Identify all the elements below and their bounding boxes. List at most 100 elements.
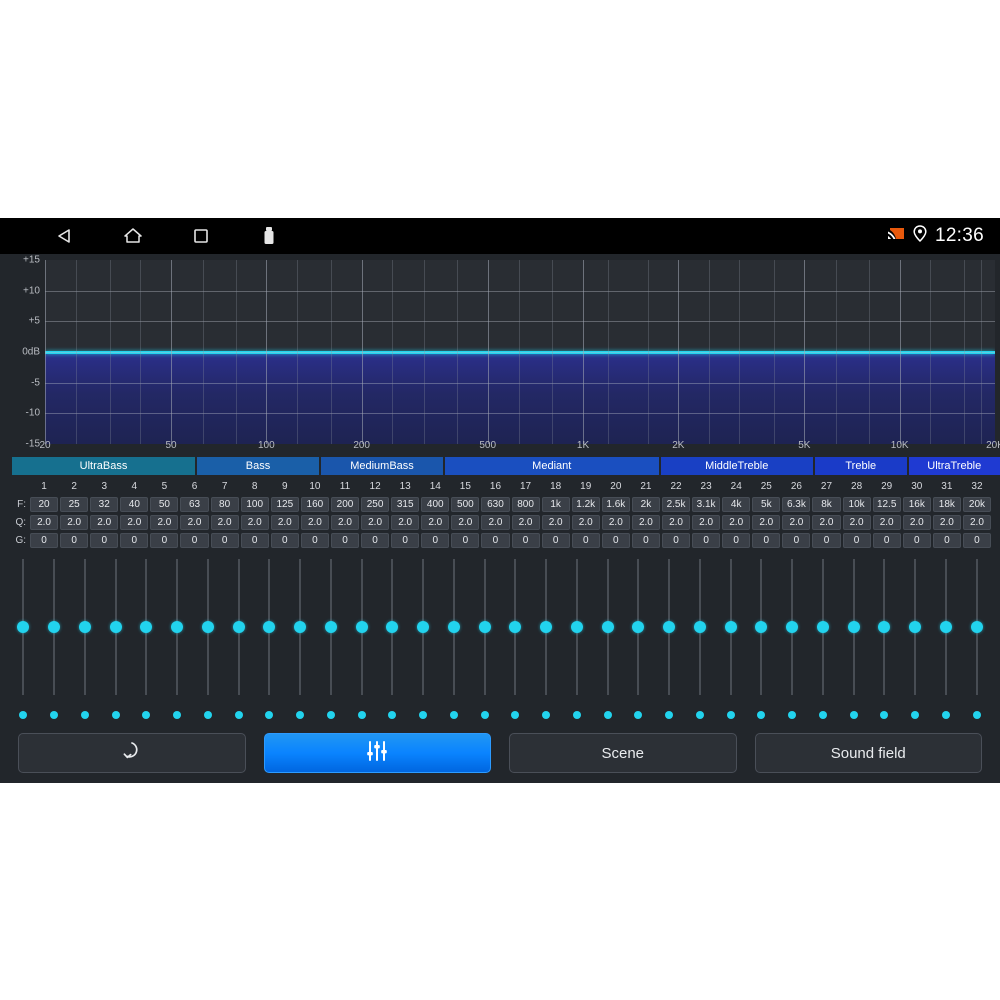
eq-slider[interactable] bbox=[377, 555, 408, 705]
frequency-cell[interactable]: 200 bbox=[330, 497, 360, 512]
gain-cell[interactable]: 0 bbox=[932, 533, 961, 548]
q-factor-cell[interactable]: 2.0 bbox=[541, 515, 570, 530]
q-factor-cell[interactable]: 2.0 bbox=[842, 515, 871, 530]
band-toggle[interactable] bbox=[654, 711, 685, 719]
frequency-cell[interactable]: 2.5k bbox=[661, 497, 691, 512]
gain-cell[interactable]: 0 bbox=[631, 533, 660, 548]
slider-thumb[interactable] bbox=[816, 621, 829, 633]
frequency-cell[interactable]: 5k bbox=[752, 497, 781, 512]
eq-slider[interactable] bbox=[900, 555, 931, 705]
band-toggle-dot[interactable] bbox=[603, 711, 612, 719]
slider-thumb[interactable] bbox=[878, 621, 891, 633]
band-header-mediant[interactable]: Mediant bbox=[445, 457, 659, 475]
slider-thumb[interactable] bbox=[663, 621, 676, 633]
eq-slider[interactable] bbox=[254, 555, 285, 705]
band-toggle-dot[interactable] bbox=[50, 711, 59, 719]
gain-cell[interactable]: 0 bbox=[782, 533, 811, 548]
gain-cell[interactable]: 0 bbox=[812, 533, 841, 548]
q-factor-cell[interactable]: 2.0 bbox=[902, 515, 931, 530]
eq-slider[interactable] bbox=[961, 555, 992, 705]
band-toggle-dot[interactable] bbox=[203, 711, 212, 719]
band-toggle-dot[interactable] bbox=[419, 711, 428, 719]
slider-thumb[interactable] bbox=[478, 621, 491, 633]
eq-slider[interactable] bbox=[162, 555, 193, 705]
gain-cell[interactable]: 0 bbox=[902, 533, 931, 548]
frequency-cell[interactable]: 16k bbox=[902, 497, 931, 512]
band-toggle[interactable] bbox=[715, 711, 746, 719]
band-toggle-dot[interactable] bbox=[788, 711, 797, 719]
eq-slider[interactable] bbox=[869, 555, 900, 705]
band-toggle-dot[interactable] bbox=[326, 711, 335, 719]
slider-thumb[interactable] bbox=[355, 621, 368, 633]
q-factor-cell[interactable]: 2.0 bbox=[692, 515, 721, 530]
band-toggle-dot[interactable] bbox=[388, 711, 397, 719]
band-toggle[interactable] bbox=[838, 711, 869, 719]
eq-slider-bank[interactable] bbox=[8, 555, 992, 705]
frequency-cell[interactable]: 32 bbox=[90, 497, 119, 512]
slider-thumb[interactable] bbox=[601, 621, 614, 633]
band-toggle-dot[interactable] bbox=[265, 711, 274, 719]
band-toggle-dot[interactable] bbox=[449, 711, 458, 719]
eq-slider[interactable] bbox=[316, 555, 347, 705]
band-toggle[interactable] bbox=[39, 711, 70, 719]
band-toggle-dot[interactable] bbox=[480, 711, 489, 719]
band-toggle[interactable] bbox=[869, 711, 900, 719]
q-factor-cell[interactable]: 2.0 bbox=[631, 515, 660, 530]
band-toggle[interactable] bbox=[70, 711, 101, 719]
q-factor-cell[interactable]: 2.0 bbox=[872, 515, 901, 530]
band-toggle[interactable] bbox=[592, 711, 623, 719]
gain-cell[interactable]: 0 bbox=[601, 533, 630, 548]
gain-cell[interactable]: 0 bbox=[842, 533, 871, 548]
frequency-cell[interactable]: 100 bbox=[240, 497, 269, 512]
q-factor-cell[interactable]: 2.0 bbox=[932, 515, 961, 530]
band-toggle[interactable] bbox=[193, 711, 224, 719]
frequency-cell[interactable]: 80 bbox=[210, 497, 239, 512]
frequency-cell[interactable]: 20 bbox=[30, 497, 59, 512]
frequency-cell[interactable]: 20k bbox=[962, 497, 991, 512]
frequency-cell[interactable]: 6.3k bbox=[782, 497, 811, 512]
sound-field-button[interactable]: Sound field bbox=[754, 733, 982, 773]
gain-cell[interactable]: 0 bbox=[30, 533, 59, 548]
band-toggle-dot[interactable] bbox=[695, 711, 704, 719]
band-toggle-dot[interactable] bbox=[234, 711, 243, 719]
gain-cell[interactable]: 0 bbox=[692, 533, 721, 548]
band-toggle-dot[interactable] bbox=[880, 711, 889, 719]
frequency-cell[interactable]: 50 bbox=[150, 497, 179, 512]
frequency-cell[interactable]: 25 bbox=[60, 497, 89, 512]
slider-thumb[interactable] bbox=[724, 621, 737, 633]
q-factor-cell[interactable]: 2.0 bbox=[90, 515, 119, 530]
eq-slider[interactable] bbox=[808, 555, 839, 705]
band-toggle[interactable] bbox=[346, 711, 377, 719]
gain-cell[interactable]: 0 bbox=[180, 533, 209, 548]
usb-icon[interactable] bbox=[256, 223, 282, 249]
band-toggle[interactable] bbox=[8, 711, 39, 719]
q-factor-cell[interactable]: 2.0 bbox=[571, 515, 600, 530]
band-toggle-dot[interactable] bbox=[542, 711, 551, 719]
frequency-cell[interactable]: 3.1k bbox=[692, 497, 721, 512]
band-header-mediumbass[interactable]: MediumBass bbox=[321, 457, 443, 475]
band-toggle[interactable] bbox=[439, 711, 470, 719]
q-factor-cell[interactable]: 2.0 bbox=[962, 515, 991, 530]
slider-thumb[interactable] bbox=[294, 621, 307, 633]
gain-cell[interactable]: 0 bbox=[752, 533, 781, 548]
eq-slider[interactable] bbox=[500, 555, 531, 705]
home-icon[interactable] bbox=[120, 223, 146, 249]
band-toggle-dot[interactable] bbox=[111, 711, 120, 719]
frequency-cell[interactable]: 315 bbox=[391, 497, 420, 512]
gain-cell[interactable]: 0 bbox=[872, 533, 901, 548]
frequency-cell[interactable]: 500 bbox=[451, 497, 480, 512]
q-factor-cell[interactable]: 2.0 bbox=[782, 515, 811, 530]
slider-thumb[interactable] bbox=[755, 621, 768, 633]
eq-slider[interactable] bbox=[592, 555, 623, 705]
eq-slider[interactable] bbox=[469, 555, 500, 705]
frequency-cell[interactable]: 1k bbox=[541, 497, 570, 512]
gain-cell[interactable]: 0 bbox=[571, 533, 600, 548]
gain-cell[interactable]: 0 bbox=[661, 533, 691, 548]
slider-thumb[interactable] bbox=[386, 621, 399, 633]
frequency-cell[interactable]: 8k bbox=[812, 497, 841, 512]
q-factor-cell[interactable]: 2.0 bbox=[60, 515, 89, 530]
eq-slider[interactable] bbox=[408, 555, 439, 705]
band-toggle[interactable] bbox=[562, 711, 593, 719]
band-toggle[interactable] bbox=[469, 711, 500, 719]
band-toggle[interactable] bbox=[685, 711, 716, 719]
